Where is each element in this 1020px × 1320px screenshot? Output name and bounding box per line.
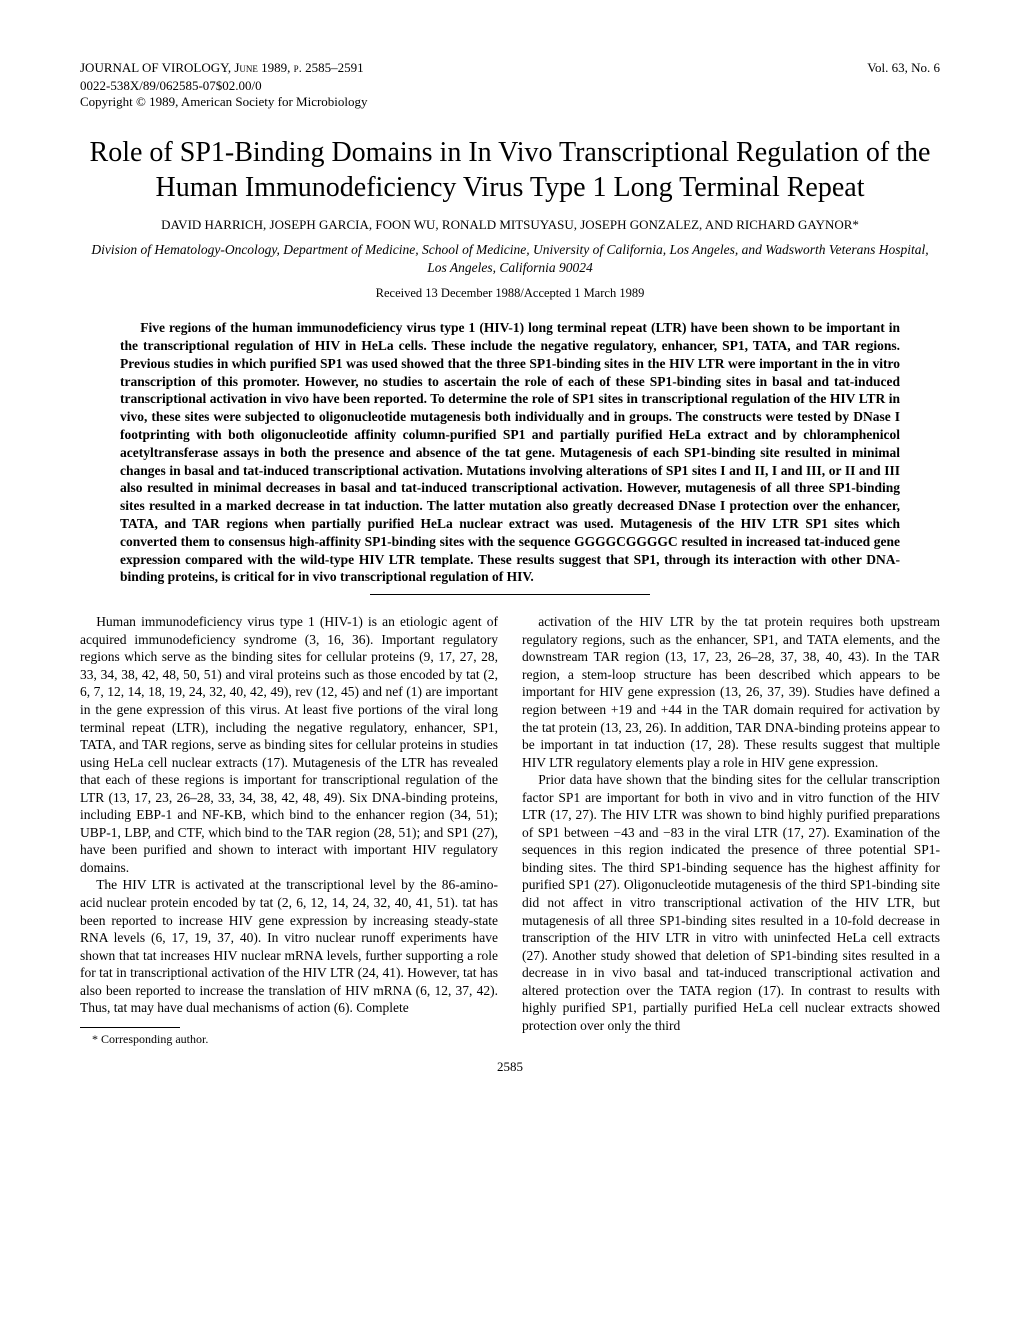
footnote-divider <box>80 1027 180 1028</box>
body-paragraph-1: Human immunodeficiency virus type 1 (HIV… <box>80 613 498 876</box>
volume-info: Vol. 63, No. 6 <box>867 60 940 76</box>
abstract-divider <box>370 594 650 595</box>
page-number: 2585 <box>80 1059 940 1075</box>
abstract: Five regions of the human immunodeficien… <box>120 319 900 586</box>
authors: DAVID HARRICH, JOSEPH GARCIA, FOON WU, R… <box>80 217 940 233</box>
affiliation: Division of Hematology-Oncology, Departm… <box>80 241 940 276</box>
corresponding-author-footnote: * Corresponding author. <box>80 1032 498 1048</box>
body-paragraph-3: activation of the HIV LTR by the tat pro… <box>522 613 940 771</box>
journal-line: JOURNAL OF VIROLOGY, June 1989, p. 2585–… <box>80 60 364 75</box>
body-paragraph-2: The HIV LTR is activated at the transcri… <box>80 876 498 1016</box>
body-text: Human immunodeficiency virus type 1 (HIV… <box>80 613 940 1047</box>
issn-line: 0022-538X/89/062585-07$02.00/0 <box>80 78 940 94</box>
header-row: JOURNAL OF VIROLOGY, June 1989, p. 2585–… <box>80 60 940 76</box>
header-left: JOURNAL OF VIROLOGY, June 1989, p. 2585–… <box>80 60 364 76</box>
received-date: Received 13 December 1988/Accepted 1 Mar… <box>80 286 940 301</box>
copyright-line: Copyright © 1989, American Society for M… <box>80 94 940 110</box>
body-paragraph-4: Prior data have shown that the binding s… <box>522 771 940 1034</box>
article-title: Role of SP1-Binding Domains in In Vivo T… <box>80 135 940 205</box>
